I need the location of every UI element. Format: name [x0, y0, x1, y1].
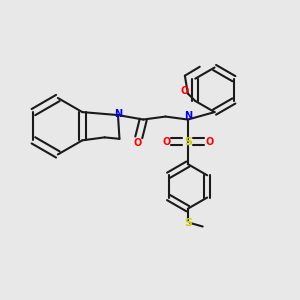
- Text: N: N: [184, 111, 192, 121]
- Text: N: N: [114, 109, 122, 118]
- Text: O: O: [133, 138, 141, 148]
- Text: S: S: [184, 218, 192, 228]
- Text: O: O: [181, 85, 189, 96]
- Text: S: S: [184, 137, 192, 147]
- Text: O: O: [206, 137, 214, 147]
- Text: O: O: [162, 137, 170, 147]
